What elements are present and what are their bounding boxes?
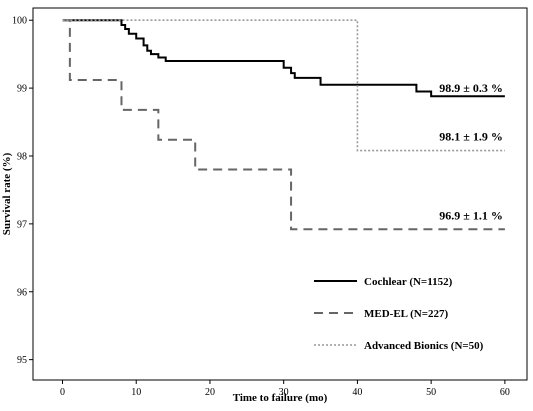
x-tick-label: 20 bbox=[205, 387, 215, 398]
legend-label: Advanced Bionics (N=50) bbox=[364, 340, 484, 352]
y-axis-label: Survival rate (%) bbox=[1, 152, 13, 235]
legend: Cochlear (N=1152) MED-EL (N=227) Advanced … bbox=[314, 276, 484, 352]
series-line-cochlear bbox=[62, 19, 505, 98]
series-annotation: 98.9 ± 0.3 % bbox=[439, 81, 503, 95]
x-axis-label: Time to failure (mo) bbox=[233, 392, 328, 404]
x-tick-label: 10 bbox=[131, 387, 141, 398]
annotations: 98.9 ± 0.3 % 98.1 ± 1.9 % 96.9 ± 1.1 % bbox=[439, 81, 503, 222]
x-tick-label: 60 bbox=[500, 387, 510, 398]
x-tick-label: 50 bbox=[426, 387, 436, 398]
series-line-advanced bbox=[62, 19, 505, 152]
legend-label: Cochlear (N=1152) bbox=[364, 276, 453, 288]
x-tick-label: 40 bbox=[352, 387, 362, 398]
axis-ticks: 0 10 20 30 40 50 60 95 96 97 98 99 100 bbox=[12, 16, 510, 398]
plot-frame bbox=[32, 7, 528, 381]
survival-curves bbox=[62, 19, 505, 231]
series-annotation: 98.1 ± 1.9 % bbox=[439, 130, 503, 144]
y-tick-label: 96 bbox=[17, 287, 27, 298]
legend-label: MED-EL (N=227) bbox=[364, 308, 449, 320]
y-tick-label: 97 bbox=[17, 219, 27, 230]
x-tick-label: 0 bbox=[60, 387, 65, 398]
y-tick-label: 100 bbox=[12, 16, 27, 27]
y-tick-label: 98 bbox=[17, 151, 27, 162]
y-tick-label: 95 bbox=[17, 355, 27, 366]
series-line-med-el bbox=[62, 19, 505, 231]
y-tick-label: 99 bbox=[17, 84, 27, 95]
x-tick-label: 30 bbox=[279, 387, 289, 398]
series-annotation: 96.9 ± 1.1 % bbox=[439, 208, 503, 222]
